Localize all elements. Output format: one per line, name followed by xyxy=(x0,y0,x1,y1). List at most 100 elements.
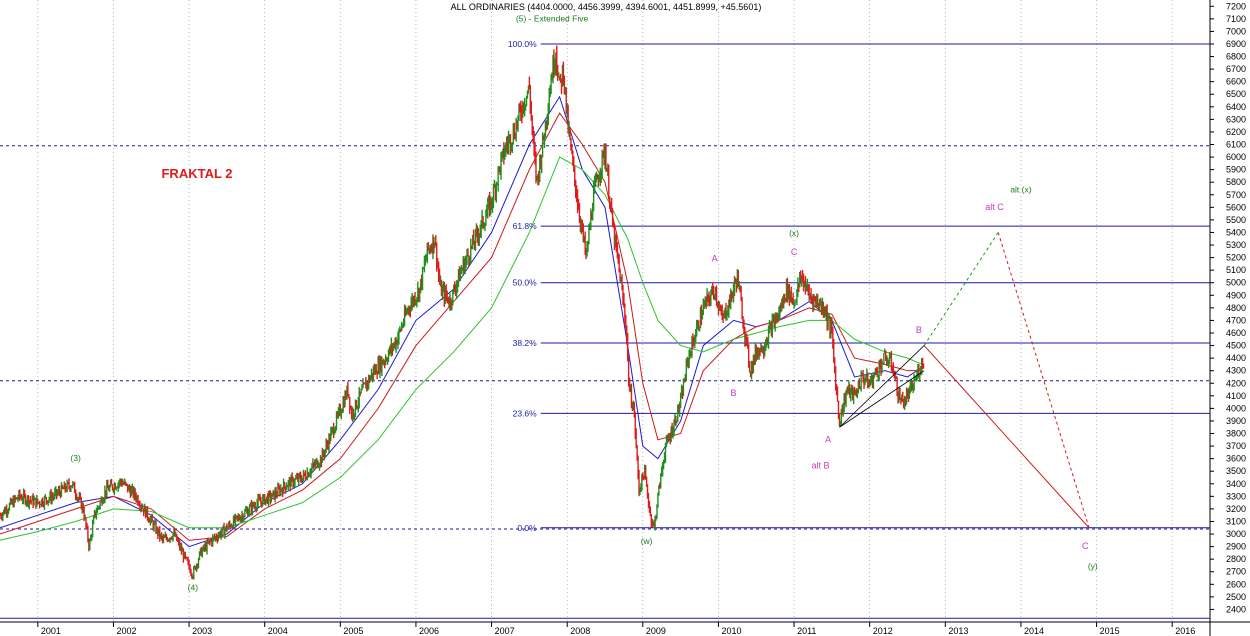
y-tick-label: 7200 xyxy=(1226,1,1246,11)
wave-label: (w) xyxy=(641,536,653,546)
wave-label: (3) xyxy=(70,453,81,463)
wave-label: alt (x) xyxy=(1010,184,1031,194)
wave-label: C xyxy=(1082,541,1089,551)
y-tick-label: 3100 xyxy=(1226,516,1246,526)
x-tick-label: 2016 xyxy=(1175,626,1195,636)
y-tick-label: 4600 xyxy=(1226,328,1246,338)
wave-label: (5) - Extended Five xyxy=(516,13,589,23)
y-tick-label: 6700 xyxy=(1226,64,1246,74)
y-tick-label: 5700 xyxy=(1226,190,1246,200)
y-tick-label: 2700 xyxy=(1226,567,1246,577)
y-tick-label: 6200 xyxy=(1226,127,1246,137)
wave-label: (y) xyxy=(1088,561,1098,571)
wave-label: B xyxy=(916,325,922,335)
fib-label: 38.2% xyxy=(513,338,538,348)
x-tick-label: 2011 xyxy=(797,626,816,636)
x-tick-label: 2001 xyxy=(41,626,61,636)
y-tick-label: 6100 xyxy=(1226,140,1246,150)
x-tick-label: 2009 xyxy=(646,626,666,636)
x-axis: 2001 2002 2003 2004 2005 2006 2007 2008 2009 2010… xyxy=(37,622,1195,636)
x-tick-label: 2013 xyxy=(948,626,968,636)
x-tick-label: 2003 xyxy=(192,626,212,636)
y-tick-label: 6800 xyxy=(1226,52,1246,62)
wave-label: B xyxy=(731,388,737,398)
wave-label: (4) xyxy=(188,583,199,593)
y-tick-label: 4400 xyxy=(1226,353,1246,363)
price-series xyxy=(0,45,925,580)
y-tick-label: 6400 xyxy=(1226,102,1246,112)
y-tick-label: 5800 xyxy=(1226,177,1246,187)
y-tick-label: 2500 xyxy=(1226,592,1246,602)
fib-label: 50.0% xyxy=(513,278,538,288)
wave-label: A xyxy=(825,434,831,444)
y-tick-label: 4000 xyxy=(1226,403,1246,413)
fib-label: 23.6% xyxy=(513,408,538,418)
chart-title: ALL ORDINARIES (4404.0000, 4456.3999, 43… xyxy=(451,2,762,12)
y-tick-label: 3400 xyxy=(1226,479,1246,489)
y-tick-label: 2900 xyxy=(1226,542,1246,552)
y-tick-label: 4500 xyxy=(1226,341,1246,351)
y-tick-label: 5600 xyxy=(1226,202,1246,212)
y-tick-label: 3600 xyxy=(1226,454,1246,464)
moving-average-line xyxy=(0,112,923,541)
wave-label: alt C xyxy=(985,202,1004,212)
x-tick-label: 2008 xyxy=(570,626,590,636)
y-tick-label: 4800 xyxy=(1226,303,1246,313)
y-tick-label: 2400 xyxy=(1226,604,1246,614)
x-tick-label: 2002 xyxy=(116,626,136,636)
y-tick-label: 4700 xyxy=(1226,315,1246,325)
x-tick-label: 2012 xyxy=(873,626,893,636)
x-tick-label: 2005 xyxy=(343,626,363,636)
x-tick-label: 2015 xyxy=(1100,626,1120,636)
y-tick-label: 6900 xyxy=(1226,39,1246,49)
fractal-label: FRAKTAL 2 xyxy=(161,166,232,181)
y-tick-label: 5300 xyxy=(1226,240,1246,250)
y-tick-label: 5400 xyxy=(1226,227,1246,237)
y-tick-label: 2600 xyxy=(1226,579,1246,589)
y-axis: 2400 2500 2600 2700 2800 2900 3000 3100 3200 3300… xyxy=(1210,1,1246,614)
fib-label: 0.0% xyxy=(517,523,537,533)
y-tick-label: 4900 xyxy=(1226,290,1246,300)
x-tick-label: 2007 xyxy=(495,626,515,636)
wave-label: (x) xyxy=(789,228,799,238)
x-tick-label: 2014 xyxy=(1024,626,1044,636)
projections xyxy=(923,232,1090,529)
y-tick-label: 4100 xyxy=(1226,391,1246,401)
x-tick-label: 2010 xyxy=(721,626,741,636)
wave-label: alt B xyxy=(812,461,830,471)
fib-label: 100.0% xyxy=(508,39,537,49)
fib-label: 61.8% xyxy=(513,221,538,231)
triangle-lower xyxy=(839,370,925,428)
y-tick-label: 7000 xyxy=(1226,26,1246,36)
projection-line xyxy=(997,232,1090,528)
y-tick-label: 5100 xyxy=(1226,265,1246,275)
projection-line xyxy=(923,232,999,346)
y-tick-label: 3900 xyxy=(1226,416,1246,426)
y-tick-label: 3000 xyxy=(1226,529,1246,539)
triangle-upper xyxy=(839,345,925,428)
y-tick-label: 4200 xyxy=(1226,378,1246,388)
y-tick-label: 5500 xyxy=(1226,215,1246,225)
y-tick-label: 7100 xyxy=(1226,14,1246,24)
x-tick-label: 2006 xyxy=(419,626,439,636)
moving-averages xyxy=(0,95,923,548)
y-tick-label: 3300 xyxy=(1226,491,1246,501)
y-tick-label: 6500 xyxy=(1226,89,1246,99)
moving-average-line xyxy=(0,156,923,541)
y-tick-label: 2800 xyxy=(1226,554,1246,564)
fib-levels: 100.0% 61.8% 50.0% 38.2% 23.6% 0.0% xyxy=(0,39,1210,619)
y-tick-label: 6600 xyxy=(1226,77,1246,87)
y-tick-label: 6300 xyxy=(1226,114,1246,124)
moving-average-line xyxy=(0,95,923,548)
y-tick-label: 3700 xyxy=(1226,441,1246,451)
y-tick-label: 3200 xyxy=(1226,504,1246,514)
y-tick-label: 3500 xyxy=(1226,466,1246,476)
y-tick-label: 5200 xyxy=(1226,253,1246,263)
wave-label: A xyxy=(712,253,718,263)
y-tick-label: 5000 xyxy=(1226,278,1246,288)
y-tick-label: 4300 xyxy=(1226,366,1246,376)
y-tick-label: 3800 xyxy=(1226,429,1246,439)
wave-label: C xyxy=(791,247,798,257)
